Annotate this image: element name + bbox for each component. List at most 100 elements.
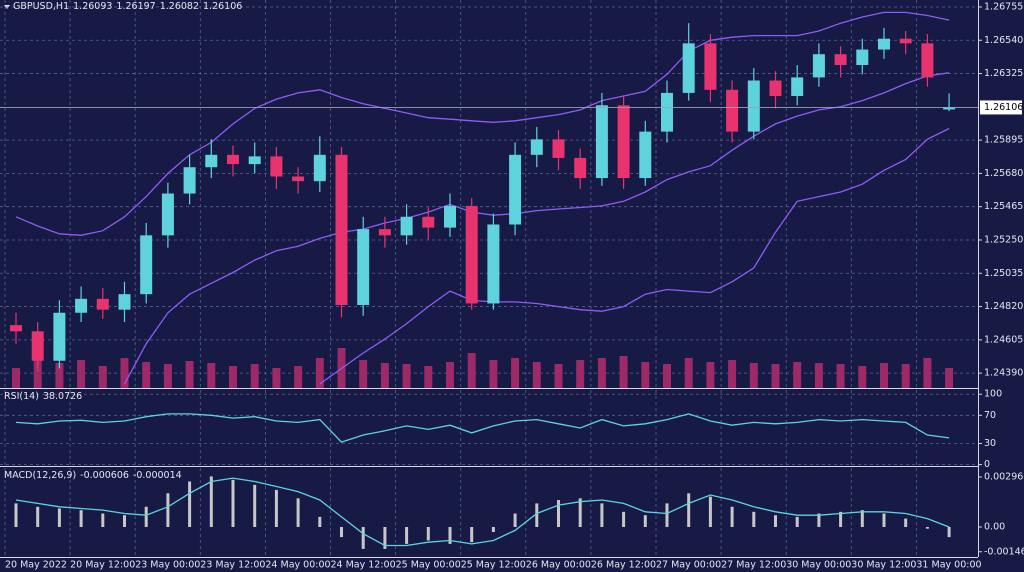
y-tick-label: 1.25680	[984, 168, 1023, 179]
volume-bar	[771, 364, 780, 388]
candle-body	[10, 325, 22, 332]
macd-bar	[817, 513, 821, 527]
candle-body	[335, 154, 348, 306]
volume-bar	[250, 364, 259, 388]
ohlc: 1.26093	[73, 1, 113, 12]
candle-body	[530, 139, 543, 155]
macd-bar	[600, 503, 604, 527]
candle-body	[118, 294, 131, 310]
volume-bar	[294, 366, 303, 388]
indicator-value: 38.0726	[42, 391, 83, 402]
candle-body	[313, 154, 326, 182]
macd-bar	[57, 508, 61, 527]
y-tick-label: 100	[984, 389, 1002, 400]
ohlc: 1.26197	[116, 1, 156, 12]
macd-bar	[123, 515, 126, 527]
macd-header: MACD(12,26,9) -0.000606 -0.000014	[4, 470, 186, 481]
y-tick-label: 1.25895	[984, 135, 1023, 146]
y-tick-label: 70	[984, 410, 996, 421]
macd-bar	[144, 506, 148, 527]
x-tick-label: 25 May 12:00	[461, 560, 526, 571]
x-tick-label: 27 May 00:00	[656, 560, 721, 571]
x-tick-label: 30 May 00:00	[786, 560, 851, 571]
y-tick-label: 1.25465	[984, 201, 1023, 212]
candle-body	[378, 229, 391, 236]
macd-bar	[101, 513, 105, 527]
volume-bar	[554, 364, 563, 388]
last-price-box	[980, 100, 1022, 115]
x-tick-label: 20 May 2022	[5, 560, 67, 571]
indicator-value: -0.000014	[132, 470, 182, 481]
volume-bar	[359, 360, 368, 388]
macd-bar	[361, 526, 365, 549]
candle-body	[465, 205, 478, 304]
volume-bar	[272, 368, 281, 388]
y-tick-label: 0.002966	[984, 472, 1024, 483]
volume-bar	[185, 361, 194, 388]
volume-bar	[229, 366, 237, 388]
y-tick-label: 1.26755	[984, 1, 1023, 12]
volume-bar	[858, 366, 867, 388]
candle-body	[574, 157, 587, 179]
macd-bar	[426, 526, 430, 541]
volume-bar	[33, 358, 42, 388]
volume-bar	[207, 363, 216, 388]
macd-bar	[578, 498, 582, 527]
x-tick-label: 27 May 12:00	[721, 560, 786, 571]
volume-bar	[663, 364, 671, 388]
last-price-label: 1.26106	[984, 102, 1023, 113]
y-tick-label: 30	[984, 438, 996, 449]
candle-body	[31, 331, 44, 361]
candle-body	[878, 38, 890, 50]
candle-body	[682, 43, 695, 93]
volume-bar	[706, 362, 715, 388]
volume-bar	[489, 360, 498, 388]
candle-body	[639, 131, 652, 179]
volume-bar	[814, 363, 823, 388]
volume-bar	[749, 363, 758, 388]
rsi-line	[15, 413, 950, 443]
macd-bar	[209, 476, 213, 527]
volume-bar	[923, 358, 932, 388]
y-tick-label: 1.24390	[984, 368, 1023, 379]
volume-bar	[532, 362, 541, 388]
macd-bar	[947, 526, 951, 538]
volume-bar	[684, 358, 693, 388]
volume-bar	[641, 362, 650, 388]
candle-body	[248, 156, 261, 165]
candle-body	[617, 105, 630, 179]
macd-bar	[687, 493, 691, 527]
volume-bar	[98, 366, 107, 388]
y-tick-label: 1.24605	[984, 334, 1023, 345]
volume-bar	[511, 358, 520, 388]
macd-bar	[340, 526, 343, 538]
macd-bar	[730, 506, 734, 527]
volume-bar	[597, 358, 606, 388]
macd-bar	[708, 496, 712, 527]
candle-body	[270, 156, 283, 177]
macd-bar	[296, 498, 300, 527]
volume-bar	[380, 363, 389, 388]
price-header: GBPUSD,H1 1.26093 1.26197 1.26082 1.26106	[13, 1, 246, 12]
macd-bar	[79, 510, 83, 527]
volume-bar	[467, 353, 476, 388]
macd-bar	[795, 516, 799, 527]
candle-body	[899, 38, 912, 44]
macd-bar	[166, 493, 170, 527]
y-tick-label: 1.25250	[984, 234, 1023, 245]
volume-bar	[424, 366, 433, 388]
macd-bar	[904, 518, 908, 527]
y-tick-label: 0.00	[984, 521, 1005, 532]
macd-bar	[383, 526, 387, 549]
macd-bar	[665, 503, 669, 527]
volume-bar	[836, 364, 845, 388]
macd-bar	[774, 515, 777, 527]
candle-body	[183, 167, 196, 194]
candle-body	[595, 105, 608, 179]
candle-body	[227, 154, 239, 165]
volume-bar	[402, 364, 411, 388]
indicator-value: -0.000606	[80, 470, 129, 481]
volume-bar	[315, 358, 324, 388]
x-tick-label: 26 May 00:00	[526, 560, 591, 571]
